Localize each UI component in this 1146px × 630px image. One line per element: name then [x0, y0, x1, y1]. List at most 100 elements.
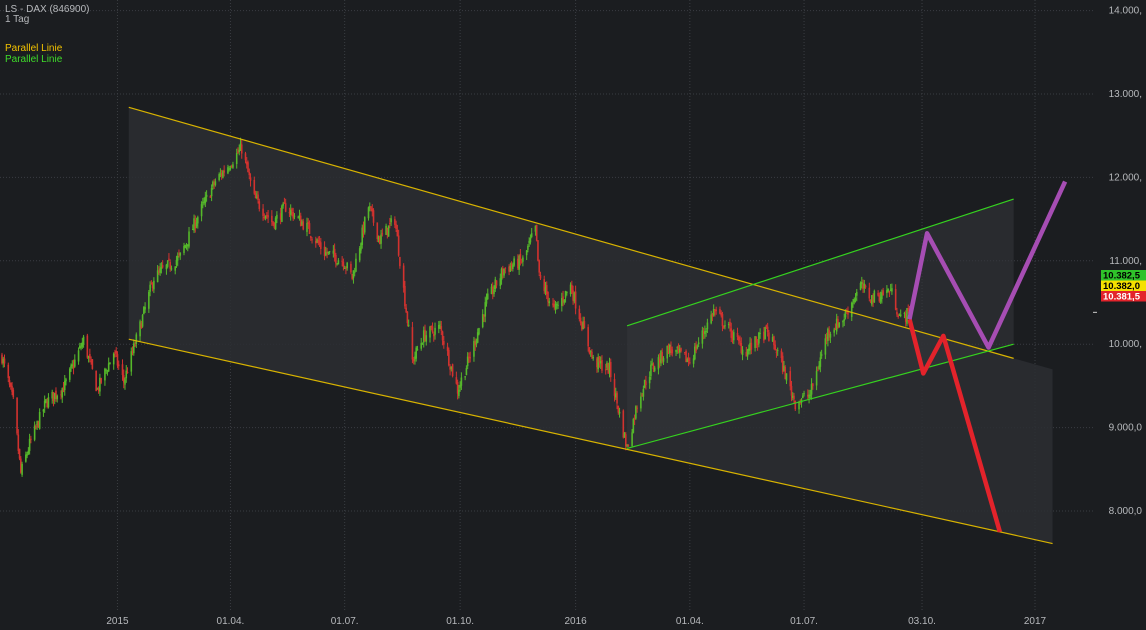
candle-body — [271, 215, 273, 223]
candle-body — [451, 364, 454, 377]
y-tick-label: 8.000,0 — [1109, 506, 1143, 517]
candle-body — [420, 342, 423, 349]
y-tick-label: 9.000,0 — [1109, 423, 1143, 434]
candle-body — [263, 216, 266, 218]
candle-body — [677, 345, 680, 352]
candle-body — [79, 345, 81, 349]
candle-body — [899, 314, 902, 317]
candle-body — [702, 331, 705, 334]
candle-body — [355, 258, 357, 272]
candle-body — [360, 243, 362, 251]
candle-body — [668, 344, 671, 354]
candle-body — [210, 188, 213, 197]
candle-body — [773, 336, 775, 346]
candle-body — [2, 358, 5, 364]
candle-body — [144, 306, 146, 310]
candle-body — [229, 167, 232, 169]
candle-body — [267, 215, 269, 218]
candle-body — [184, 245, 187, 248]
legend-yellow[interactable]: Parallel Linie — [5, 43, 63, 54]
candle-body — [446, 346, 449, 352]
candle-body — [28, 438, 31, 451]
candle-body — [114, 352, 116, 354]
candle-body — [247, 162, 249, 173]
legend-green[interactable]: Parallel Linie — [5, 54, 63, 65]
candle-body — [490, 286, 493, 295]
candle-body — [245, 161, 248, 165]
scenario-paths — [907, 180, 1068, 533]
candle-body — [89, 354, 91, 359]
candle-body — [561, 298, 563, 306]
candle-body — [485, 297, 488, 304]
candle-body — [819, 357, 822, 367]
candle-body — [141, 314, 144, 327]
candle-body — [336, 263, 338, 265]
candle-body — [569, 284, 572, 295]
candle-body — [52, 391, 55, 402]
candle-body — [106, 371, 109, 373]
candle-body — [460, 377, 463, 386]
candle-body — [121, 364, 124, 376]
candle-body — [500, 268, 503, 281]
candle-body — [281, 205, 283, 222]
candle-body — [862, 284, 864, 290]
trend-lines — [128, 106, 1053, 545]
candle-body — [785, 373, 788, 381]
candle-body — [510, 263, 513, 267]
candle-body — [72, 365, 75, 369]
candle-body — [869, 300, 872, 303]
candle-body — [666, 345, 669, 359]
candle-body — [443, 341, 445, 345]
candle-body — [441, 331, 444, 341]
candle-body — [469, 357, 471, 359]
candle-body — [328, 251, 331, 253]
candle-body — [697, 342, 700, 345]
candle-body — [367, 207, 370, 219]
instrument-title: LS - DAX (846900) — [5, 4, 90, 15]
candle-body — [808, 394, 810, 399]
candle-body — [396, 229, 399, 237]
candle-body — [724, 325, 726, 327]
candle-body — [798, 402, 800, 410]
candle-body — [860, 282, 863, 285]
candle-body — [783, 365, 785, 372]
candle-body — [686, 359, 689, 362]
candle-body — [3, 358, 6, 364]
candle-body — [362, 225, 365, 234]
candle-body — [352, 270, 355, 279]
candle-body — [107, 363, 110, 372]
candle-body — [641, 394, 643, 396]
candle-body — [248, 172, 251, 176]
candle-body — [390, 218, 392, 223]
candle-body — [258, 201, 261, 209]
candle-body — [168, 258, 170, 260]
candle-body — [774, 344, 776, 351]
candle-body — [720, 312, 723, 316]
candle-body — [122, 375, 125, 383]
candle-body — [218, 174, 220, 180]
candle-body — [864, 285, 867, 288]
candle-body — [606, 362, 608, 368]
candle-body — [557, 304, 559, 306]
interval-label: 1 Tag — [5, 14, 30, 25]
candle-body — [62, 387, 65, 392]
candle-body — [82, 336, 85, 345]
candle-body — [376, 222, 379, 240]
candle-body — [588, 347, 591, 354]
candle-body — [56, 395, 59, 400]
candle-body — [302, 221, 305, 230]
candle-body — [529, 237, 532, 243]
candle-body — [47, 397, 50, 408]
candle-body — [90, 360, 92, 362]
candle-body — [527, 245, 529, 250]
candle-body — [828, 330, 830, 336]
candle-body — [844, 311, 847, 318]
candle-body — [337, 260, 340, 265]
candle-body — [156, 270, 159, 283]
candle-body — [484, 302, 487, 317]
candle-body — [833, 329, 835, 333]
candle-body — [135, 334, 138, 344]
candle-body — [640, 396, 642, 409]
candle-body — [36, 421, 38, 426]
